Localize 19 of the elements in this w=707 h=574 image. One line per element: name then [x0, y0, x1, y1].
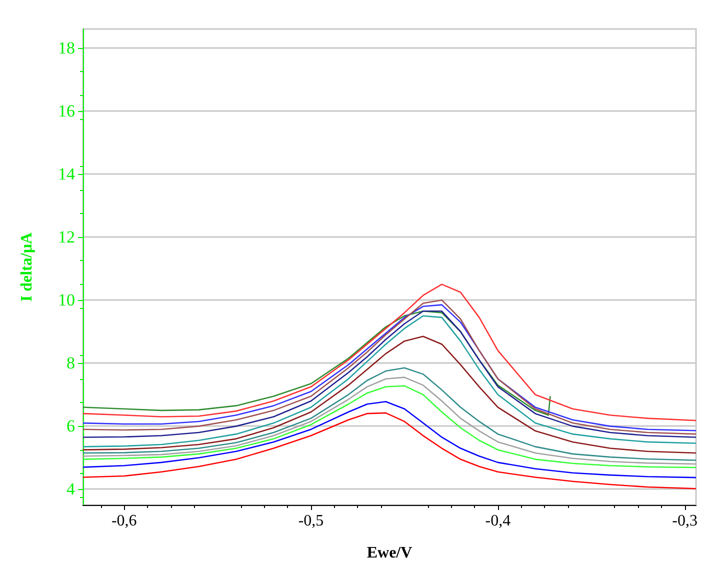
- y-tick-label: 6: [66, 416, 75, 436]
- line-series: [82, 412, 697, 490]
- x-axis-title: Ewe/V: [366, 544, 413, 562]
- y-axis-title: I delta/µA: [18, 232, 36, 302]
- y-tick-label: 12: [58, 228, 75, 247]
- y-tick-label: 8: [66, 354, 75, 373]
- y-tick-label: 16: [58, 101, 75, 120]
- x-tick-label: -0,5: [298, 512, 324, 530]
- x-tick-label: -0,3: [672, 512, 698, 530]
- y-tick-label: 14: [58, 164, 76, 184]
- y-tick-label: 4: [66, 480, 76, 499]
- line-series: [82, 310, 551, 416]
- line-series: [82, 336, 697, 454]
- y-tick-label: 10: [58, 290, 75, 310]
- x-tick-label: -0,4: [485, 512, 511, 530]
- line-series: [82, 400, 697, 478]
- y-tick-label: 18: [58, 38, 75, 58]
- line-series: [82, 284, 697, 422]
- x-tick-label: -0,6: [111, 512, 137, 530]
